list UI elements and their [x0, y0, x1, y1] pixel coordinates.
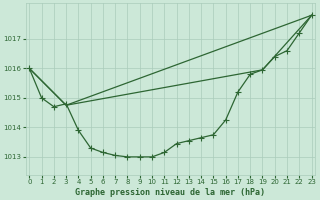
- X-axis label: Graphe pression niveau de la mer (hPa): Graphe pression niveau de la mer (hPa): [76, 188, 266, 197]
